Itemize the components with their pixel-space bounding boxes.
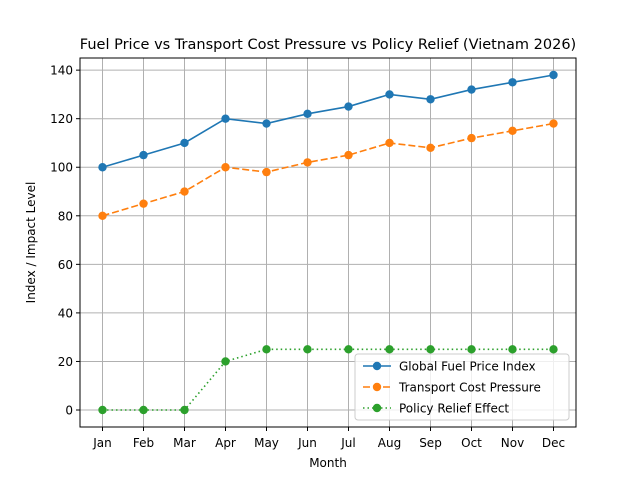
x-tick-label: Sep (419, 436, 442, 450)
legend: Global Fuel Price Index Transport Cost Pr… (354, 353, 570, 421)
data-point (508, 126, 517, 136)
data-point (221, 357, 230, 366)
chart-title: Fuel Price vs Transport Cost Pressure vs… (80, 37, 576, 53)
data-point (303, 345, 312, 354)
data-point (426, 143, 435, 153)
y-tick-label: 40 (58, 306, 73, 320)
series-layer (98, 70, 558, 415)
y-tick-label: 0 (65, 404, 73, 418)
data-point (344, 150, 353, 160)
data-point (508, 345, 517, 354)
y-tick-label: 20 (58, 355, 73, 369)
data-point (549, 70, 558, 80)
x-tick-label: May (254, 436, 279, 450)
data-point (385, 90, 394, 99)
data-point (221, 114, 230, 123)
data-point (303, 158, 312, 167)
series-line-1 (102, 122, 554, 217)
axes: Jan Feb Mar Apr May Jun Jul Aug Sep Oct Nov Dec 0 20 4… (50, 64, 565, 450)
data-point (221, 163, 230, 172)
data-point (180, 187, 189, 196)
y-tick-label: 120 (50, 112, 73, 126)
data-point (139, 150, 148, 160)
x-tick-label: Jan (92, 436, 112, 450)
y-tick-label: 80 (58, 209, 73, 223)
x-tick-label: Nov (501, 436, 524, 450)
data-point (344, 102, 353, 111)
legend-swatch-marker (372, 361, 382, 371)
data-point (344, 345, 353, 354)
legend-frame (354, 353, 570, 421)
series-line-0 (102, 74, 554, 169)
data-point (139, 199, 148, 208)
data-point (549, 345, 558, 354)
data-point (385, 345, 394, 354)
data-point (262, 345, 271, 354)
legend-entry-label: Policy Relief Effect (399, 402, 509, 416)
x-tick-label: Aug (378, 436, 401, 450)
data-point (385, 138, 394, 148)
data-point (98, 211, 107, 220)
y-axis-label: Index / Impact Level (24, 182, 38, 304)
data-point (262, 119, 271, 128)
x-tick-label: Jun (297, 436, 317, 450)
data-point (426, 345, 435, 354)
x-tick-label: Oct (461, 436, 482, 450)
data-point (139, 405, 148, 415)
data-point (508, 78, 517, 87)
x-axis-label: Month (309, 456, 347, 470)
data-point (98, 163, 107, 172)
data-point (180, 405, 189, 415)
legend-entry-label: Global Fuel Price Index (399, 360, 536, 374)
x-tick-label: Mar (173, 436, 196, 450)
x-tick-label: Jul (340, 436, 355, 450)
y-tick-label: 100 (50, 161, 73, 175)
data-point (262, 167, 271, 177)
x-tick-label: Feb (133, 436, 154, 450)
data-point (426, 95, 435, 104)
data-point (467, 345, 476, 354)
data-point (467, 85, 476, 94)
legend-entry-label: Transport Cost Pressure (398, 381, 541, 395)
data-point (467, 133, 476, 143)
legend-swatch-marker (372, 403, 382, 413)
data-point (180, 138, 189, 148)
y-tick-label: 60 (58, 258, 73, 272)
x-tick-label: Dec (542, 436, 565, 450)
data-point (303, 109, 312, 119)
y-tick-label: 140 (50, 64, 73, 78)
plot-frame (79, 57, 577, 428)
data-point (549, 119, 558, 128)
data-point (98, 405, 107, 415)
x-tick-label: Apr (215, 436, 236, 450)
legend-swatch-marker (372, 382, 382, 392)
